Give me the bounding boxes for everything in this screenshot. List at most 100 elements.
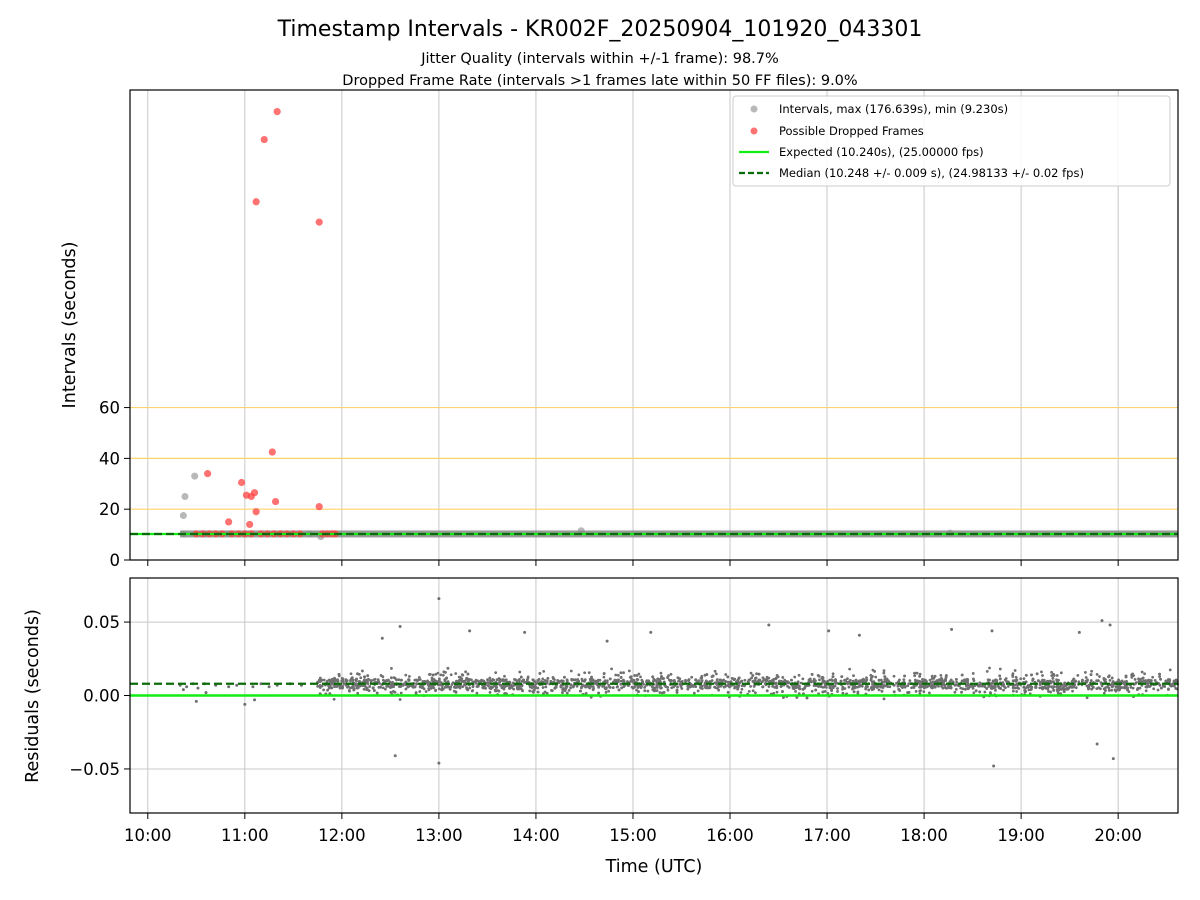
residual-point — [658, 680, 662, 684]
residual-point — [877, 688, 881, 692]
residual-point — [449, 673, 453, 677]
residual-point — [1146, 683, 1150, 686]
residual-point — [1140, 670, 1144, 674]
residual-point — [1047, 679, 1051, 683]
residual-point — [591, 688, 595, 692]
residual-point — [414, 678, 418, 682]
residual-point — [983, 685, 987, 689]
residual-point — [771, 684, 775, 688]
residual-point — [831, 675, 835, 678]
residual-point — [830, 689, 833, 692]
residual-point — [694, 678, 698, 682]
residual-point — [563, 675, 566, 679]
residual-point — [1046, 687, 1050, 691]
residual-point — [559, 685, 563, 689]
residual-point — [468, 686, 472, 690]
residual-point — [1108, 678, 1112, 682]
residual-point — [316, 685, 320, 688]
residual-point — [466, 672, 470, 676]
x-tick-label: 13:00 — [415, 826, 463, 845]
residual-point — [551, 676, 555, 679]
residual-point — [798, 684, 801, 688]
residual-point — [554, 686, 558, 689]
residual-point — [424, 690, 428, 693]
residual-point — [892, 674, 896, 678]
residual-point — [369, 679, 373, 683]
residual-point — [933, 685, 937, 689]
residual-point — [903, 674, 906, 678]
residual-point — [1004, 677, 1008, 680]
residual-point — [1070, 680, 1074, 683]
residual-point — [930, 677, 934, 680]
residual-point — [1038, 686, 1042, 690]
residual-point — [356, 672, 359, 676]
residual-point — [964, 687, 967, 691]
residual-point — [1158, 672, 1161, 676]
residual-point — [852, 690, 856, 694]
residual-point — [542, 670, 546, 673]
residual-point — [575, 684, 579, 688]
residual-point — [472, 680, 476, 684]
residual-point — [427, 688, 431, 692]
residual-point — [717, 684, 721, 688]
residual-point — [1083, 670, 1087, 674]
residual-point — [579, 689, 582, 693]
residual-point — [335, 679, 339, 683]
residual-point — [482, 679, 486, 683]
residual-point — [1111, 684, 1115, 688]
residual-point — [458, 686, 462, 690]
residual-point — [528, 689, 532, 693]
figure-subtitle-jitter: Jitter Quality (intervals within +/-1 fr… — [420, 51, 779, 67]
residual-point — [1059, 671, 1063, 675]
residual-point — [732, 678, 736, 681]
residual-point — [726, 680, 730, 684]
residual-point — [983, 690, 987, 694]
residual-point — [1159, 677, 1162, 681]
residual-point — [372, 689, 376, 692]
residual-point — [531, 678, 535, 682]
residual-point — [532, 688, 536, 692]
residual-point — [1151, 675, 1155, 679]
residual-point — [392, 690, 395, 693]
residual-point — [652, 679, 655, 683]
residual-point — [865, 678, 869, 682]
residual-point — [607, 689, 611, 693]
residual-point — [1022, 677, 1026, 680]
residual-point — [523, 680, 527, 684]
residual-point — [605, 639, 609, 643]
residual-point — [574, 678, 577, 682]
residual-point — [643, 685, 646, 689]
residual-point — [954, 683, 958, 687]
residual-point — [998, 677, 1002, 681]
residual-point — [779, 684, 783, 688]
residual-point — [1143, 672, 1146, 676]
residual-point — [871, 668, 875, 672]
residual-point — [675, 688, 679, 692]
residual-point — [866, 685, 869, 689]
residual-point — [613, 678, 617, 682]
residuals-ticks: 0.05 0.00 −0.05 10:00 11:00 12:00 13:00 14:00 15… — [69, 613, 1142, 845]
residual-point — [1085, 696, 1089, 700]
residual-point — [365, 686, 369, 690]
residual-point — [987, 684, 991, 688]
interval-point — [181, 492, 189, 500]
residual-point — [724, 673, 728, 676]
residual-point — [922, 690, 926, 694]
residual-point — [349, 672, 353, 676]
residual-point — [227, 685, 231, 689]
residual-point — [365, 678, 369, 682]
residual-point — [543, 690, 547, 694]
residual-point — [1011, 686, 1015, 690]
residual-point — [675, 690, 679, 694]
dropped-frame-point — [204, 470, 212, 478]
residual-point — [1104, 689, 1107, 692]
residual-point — [856, 691, 860, 695]
residual-point — [375, 691, 379, 695]
residual-point — [437, 761, 441, 765]
residual-point — [882, 669, 886, 673]
residual-point — [397, 678, 401, 682]
residual-point — [969, 684, 972, 688]
residual-point — [595, 682, 599, 686]
residual-point — [949, 678, 953, 682]
residual-point — [332, 680, 336, 684]
